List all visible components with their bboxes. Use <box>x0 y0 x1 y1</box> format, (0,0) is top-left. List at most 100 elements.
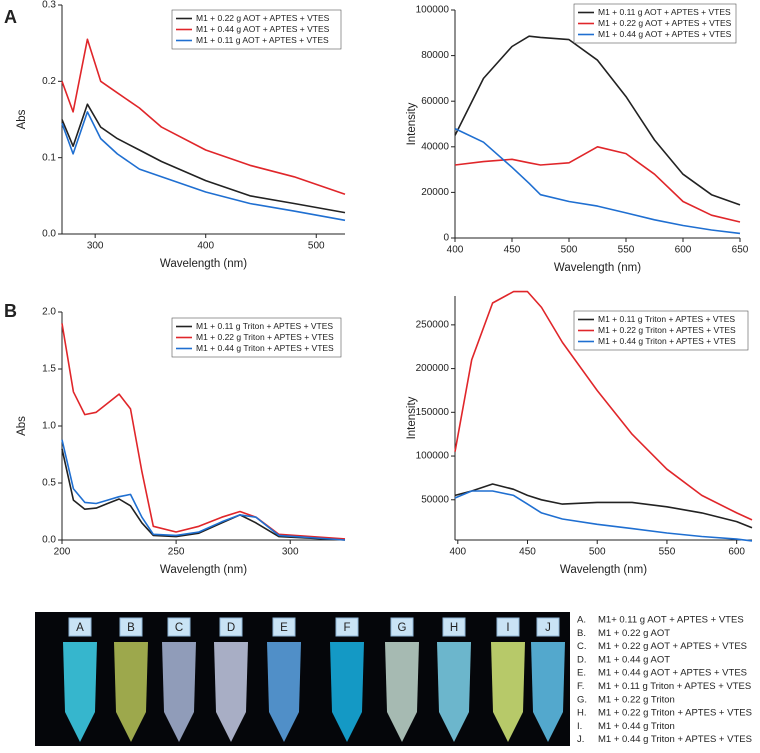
x-tick-label: 500 <box>561 245 578 256</box>
data-line <box>61 38 346 196</box>
x-axis-title: Wavelength (nm) <box>554 262 641 274</box>
x-tick-label: 300 <box>282 547 299 558</box>
x-tick-label: 250 <box>168 547 185 558</box>
legend-label: M1 + 0.11 g Triton + APTES + VTES <box>196 321 333 331</box>
y-axis-title: Intensity <box>406 396 418 439</box>
key-text: M1 + 0.44 g Triton <box>598 721 675 732</box>
y-tick-label: 20000 <box>421 187 449 198</box>
x-tick-label: 450 <box>504 245 521 256</box>
legend-label: M1 + 0.22 g Triton + APTES + VTES <box>196 332 334 342</box>
y-axis-title: Abs <box>16 109 28 129</box>
legend-label: M1 + 0.22 g Triton + APTES + VTES <box>598 325 736 335</box>
y-tick-label: 0.3 <box>42 0 56 11</box>
legend-box <box>573 310 749 351</box>
x-tick-label: 600 <box>675 245 692 256</box>
y-tick-label: 40000 <box>421 141 449 152</box>
key-text: M1 + 0.44 g AOT + APTES + VTES <box>598 668 747 679</box>
data-line <box>61 111 346 222</box>
x-tick-label: 550 <box>659 547 676 558</box>
tube-label: A <box>76 622 84 634</box>
key-text: M1 + 0.44 g AOT <box>598 654 670 665</box>
key-text: M1 + 0.22 g Triton + APTES + VTES <box>598 708 752 719</box>
key-letter: I. <box>577 721 582 732</box>
tube <box>385 642 419 742</box>
y-tick-label: 0 <box>443 233 449 244</box>
tube-label-box <box>167 617 191 637</box>
tube-label: I <box>506 622 509 634</box>
data-line <box>454 483 753 529</box>
data-line <box>454 127 741 235</box>
y-tick-label: 0.0 <box>42 229 56 240</box>
legend-label: M1 + 0.11 g Triton + APTES + VTES <box>598 314 735 324</box>
key-letter: E. <box>577 668 586 679</box>
key-text: M1 + 0.22 g Triton <box>598 694 675 705</box>
y-tick-label: 1.5 <box>42 364 56 375</box>
tube-label: C <box>175 622 183 634</box>
y-tick-label: 80000 <box>421 50 449 61</box>
panel-label: A <box>4 7 17 27</box>
tube-label-box <box>119 617 143 637</box>
key-letter: C. <box>577 641 587 652</box>
tube-label: D <box>227 622 235 634</box>
data-line <box>454 290 753 521</box>
y-tick-label: 200000 <box>416 363 450 374</box>
tube <box>114 642 148 742</box>
data-line <box>61 323 346 540</box>
y-tick-label: 60000 <box>421 96 449 107</box>
x-tick-label: 400 <box>447 245 464 256</box>
data-line <box>454 146 741 223</box>
tube-label-box <box>536 617 560 637</box>
key-text: M1 + 0.22 g AOT + APTES + VTES <box>598 641 747 652</box>
y-tick-label: 2.0 <box>42 307 56 318</box>
tube <box>491 642 525 742</box>
tube-label-box <box>335 617 359 637</box>
legend-label: M1 + 0.44 g AOT + APTES + VTES <box>196 24 330 34</box>
tube-label-box <box>219 617 243 637</box>
tube-label: J <box>545 622 551 634</box>
y-tick-label: 0.0 <box>42 535 56 546</box>
x-tick-label: 400 <box>197 241 214 252</box>
x-axis-title: Wavelength (nm) <box>560 564 647 576</box>
tube-label: F <box>343 622 350 634</box>
key-text: M1 + 0.44 g Triton + APTES + VTES <box>598 734 752 745</box>
y-tick-label: 250000 <box>416 320 450 331</box>
tube <box>330 642 364 742</box>
y-axis-title: Intensity <box>406 102 418 145</box>
y-tick-label: 0.5 <box>42 478 56 489</box>
tube-label: H <box>450 622 458 634</box>
key-letter: B. <box>577 628 586 639</box>
x-tick-label: 500 <box>589 547 606 558</box>
tube-label-box <box>272 617 296 637</box>
legend-label: M1 + 0.22 g AOT + APTES + VTES <box>598 18 732 28</box>
tube-label: B <box>127 622 135 634</box>
tube-label-box <box>496 617 520 637</box>
tube-label-box <box>68 617 92 637</box>
key-text: M1 + 0.22 g AOT <box>598 628 670 639</box>
tube-label-box <box>442 617 466 637</box>
x-axis-title: Wavelength (nm) <box>160 564 247 576</box>
legend-label: M1 + 0.22 g AOT + APTES + VTES <box>196 13 330 23</box>
legend-label: M1 + 0.44 g Triton + APTES + VTES <box>598 336 736 346</box>
tube <box>437 642 471 742</box>
key-letter: H. <box>577 708 587 719</box>
data-line <box>61 439 346 541</box>
tube <box>531 642 565 742</box>
panel-label: B <box>4 301 17 321</box>
legend-box <box>171 9 342 50</box>
x-tick-label: 300 <box>87 241 104 252</box>
legend-label: M1 + 0.11 g AOT + APTES + VTES <box>196 35 329 45</box>
tube-label: G <box>398 622 407 634</box>
x-tick-label: 600 <box>728 547 745 558</box>
y-tick-label: 150000 <box>416 407 450 418</box>
x-tick-label: 500 <box>308 241 325 252</box>
key-letter: D. <box>577 654 587 665</box>
x-tick-label: 550 <box>618 245 635 256</box>
key-letter: J. <box>577 734 584 745</box>
key-text: M1 + 0.11 g Triton + APTES + VTES <box>598 681 751 692</box>
y-axis-title: Abs <box>16 416 28 436</box>
x-axis-title: Wavelength (nm) <box>160 258 247 270</box>
y-tick-label: 1.0 <box>42 421 56 432</box>
x-tick-label: 200 <box>54 547 71 558</box>
key-letter: G. <box>577 694 587 705</box>
